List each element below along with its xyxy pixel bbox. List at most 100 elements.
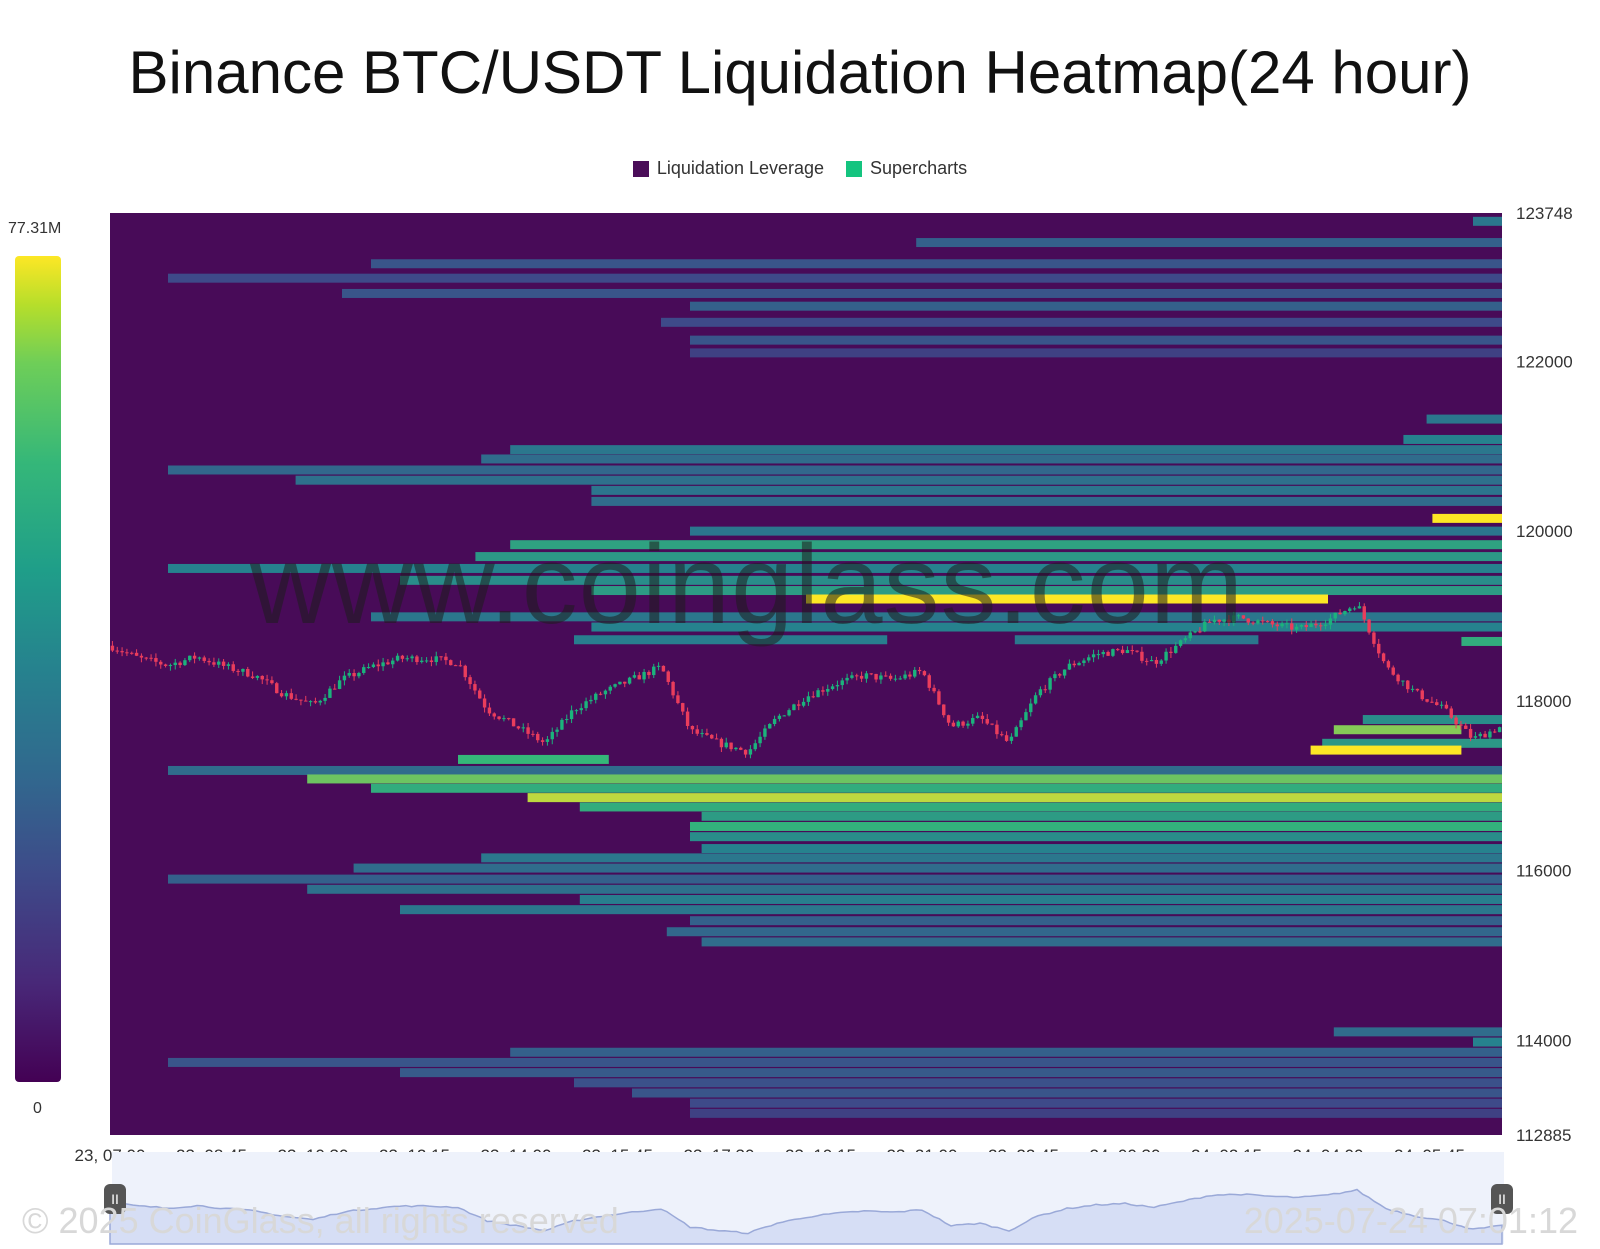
candle-body — [705, 733, 709, 735]
slider-handle-right[interactable]: II — [1491, 1184, 1513, 1214]
heatmap-band — [1014, 635, 1259, 645]
candle-body — [1449, 708, 1453, 718]
candle-body — [231, 664, 235, 671]
candle-body — [1377, 643, 1381, 654]
candle-body — [134, 652, 139, 656]
candle-body — [1270, 621, 1275, 625]
heatmap-band — [666, 927, 1502, 937]
candle-body — [1087, 657, 1091, 661]
candle-body — [168, 665, 173, 667]
candle-body — [724, 742, 728, 748]
candle-body — [594, 693, 598, 700]
heatmap-band — [1333, 725, 1462, 735]
candle-body — [1314, 623, 1318, 626]
candle-body — [1468, 728, 1473, 738]
candle-body — [656, 665, 661, 667]
candle-body — [888, 675, 893, 679]
candle-body — [478, 690, 482, 699]
candle-body — [507, 718, 511, 720]
candle-body — [637, 675, 641, 680]
heatmap-band — [481, 853, 1502, 863]
candle-body — [995, 724, 999, 735]
candle-body — [893, 678, 898, 680]
candle-body — [884, 675, 888, 677]
candle-body — [308, 701, 313, 703]
candle-body — [1212, 619, 1217, 623]
candle-body — [1493, 731, 1497, 733]
candle-body — [676, 695, 680, 704]
candle-body — [1473, 736, 1478, 738]
candle-body — [473, 684, 477, 691]
heatmap-band — [475, 552, 1502, 562]
candle-body — [608, 686, 612, 691]
candle-body — [753, 743, 757, 750]
candle-body — [502, 718, 506, 720]
candle-body — [497, 716, 501, 719]
legend-item-supercharts[interactable]: Supercharts — [846, 158, 967, 179]
candle-body — [826, 688, 830, 692]
candle-body — [1386, 661, 1391, 668]
heatmap-band — [168, 465, 1502, 475]
colorbar[interactable] — [15, 256, 61, 1082]
candle-body — [642, 671, 646, 680]
heatmap-band — [1333, 1027, 1502, 1037]
candle-body — [1106, 651, 1110, 656]
candle-body — [690, 725, 695, 730]
candle-body — [1067, 663, 1072, 670]
candle-body — [449, 660, 453, 666]
candle-body — [1014, 727, 1018, 737]
candle-body — [1024, 712, 1028, 721]
candle-body — [990, 723, 994, 725]
heatmap-band — [574, 635, 888, 645]
candle-body — [1009, 736, 1014, 741]
candle-body — [386, 662, 390, 665]
heatmap-band — [1426, 414, 1502, 424]
heatmap-band — [400, 575, 1502, 585]
heatmap-band — [591, 485, 1502, 495]
candle-body — [1207, 621, 1212, 623]
candle-body — [1178, 640, 1183, 646]
candle-body — [714, 738, 719, 740]
legend-swatch-supercharts — [846, 160, 863, 177]
y-tick-label: 112885 — [1516, 1126, 1571, 1145]
candle-body — [1497, 727, 1502, 733]
candle-body — [874, 673, 878, 680]
heatmap-band — [1322, 738, 1502, 748]
candle-body — [323, 697, 327, 701]
candle-body — [777, 715, 782, 719]
candle-body — [1275, 624, 1279, 627]
candle-body — [1401, 680, 1405, 682]
candle-body — [758, 736, 762, 744]
candle-body — [125, 652, 129, 654]
candle-body — [415, 656, 419, 663]
copyright-text: © 2025 CoinGlass, all rights reserved — [22, 1200, 619, 1241]
candle-body — [366, 667, 371, 669]
candle-body — [1333, 612, 1337, 619]
slider-handle-left[interactable]: II — [104, 1184, 126, 1214]
heatmap-band — [400, 905, 1502, 915]
candle-body — [1420, 690, 1424, 700]
candle-body — [1294, 626, 1299, 630]
candle-body — [1299, 624, 1304, 627]
heatmap-band — [701, 937, 1502, 947]
legend-item-liquidation-leverage[interactable]: Liquidation Leverage — [632, 158, 824, 179]
heatmap-band — [591, 496, 1502, 506]
heatmap-band — [1362, 715, 1502, 725]
candle-body — [333, 688, 337, 690]
candle-body — [536, 733, 540, 741]
candle-body — [816, 690, 820, 698]
candle-body — [1478, 733, 1482, 737]
candle-body — [840, 680, 844, 686]
candle-body — [821, 690, 825, 692]
candle-body — [1217, 619, 1221, 622]
candle-body — [1145, 660, 1149, 662]
candle-body — [115, 650, 119, 652]
heatmap-band — [371, 612, 1502, 622]
candle-body — [845, 677, 849, 681]
heatmap-band — [458, 754, 609, 764]
candle-body — [555, 729, 559, 732]
candle-body — [550, 731, 554, 740]
heatmap-band — [690, 1098, 1502, 1108]
heatmap-band — [591, 622, 1502, 632]
